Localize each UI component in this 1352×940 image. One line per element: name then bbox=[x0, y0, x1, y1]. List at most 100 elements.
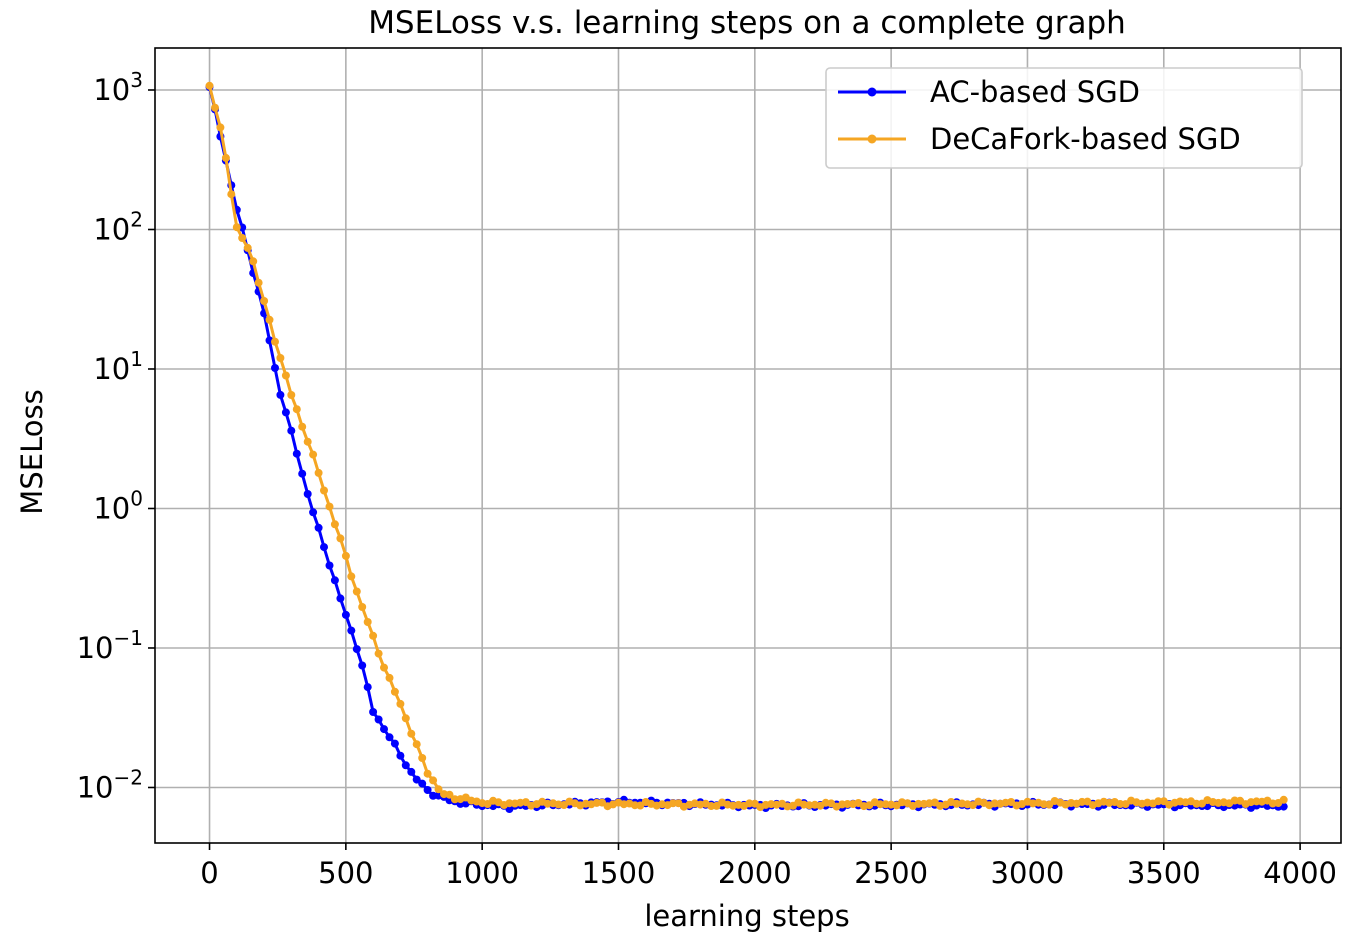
data-point bbox=[369, 708, 378, 716]
data-point bbox=[396, 699, 405, 708]
data-point bbox=[238, 234, 247, 242]
data-point bbox=[265, 315, 274, 324]
legend-swatch-marker bbox=[867, 134, 877, 144]
data-point bbox=[369, 631, 378, 640]
data-point bbox=[429, 776, 438, 785]
grid bbox=[155, 48, 1341, 843]
x-tick-label: 2000 bbox=[718, 856, 792, 890]
data-point bbox=[390, 687, 399, 696]
data-point bbox=[341, 551, 350, 560]
x-tick-label: 1500 bbox=[582, 856, 656, 890]
data-point bbox=[385, 673, 394, 682]
y-tick-label: 102 bbox=[93, 207, 143, 246]
data-point bbox=[336, 594, 345, 603]
data-point bbox=[320, 486, 328, 495]
data-point bbox=[396, 751, 405, 760]
x-tick-label: 1000 bbox=[445, 856, 519, 890]
data-point bbox=[232, 223, 241, 232]
data-point bbox=[347, 572, 356, 581]
data-point bbox=[205, 81, 214, 90]
series-decafork-based-sgd bbox=[205, 81, 1288, 812]
data-point bbox=[271, 337, 279, 346]
x-tick-label: 0 bbox=[200, 856, 218, 890]
data-point bbox=[330, 576, 339, 585]
data-point bbox=[314, 468, 323, 477]
data-point bbox=[314, 523, 323, 532]
series-line bbox=[208, 86, 1284, 811]
data-point bbox=[390, 739, 399, 748]
data-point bbox=[211, 103, 219, 112]
data-point bbox=[276, 390, 285, 399]
y-axis-label: MSELoss bbox=[15, 389, 49, 514]
data-point bbox=[216, 123, 225, 132]
data-point bbox=[320, 543, 328, 552]
y-tick-label: 103 bbox=[93, 68, 143, 107]
data-point bbox=[292, 449, 301, 458]
data-point bbox=[347, 626, 356, 635]
data-point bbox=[423, 786, 432, 794]
y-tick-label: 101 bbox=[93, 347, 143, 386]
data-point bbox=[341, 610, 350, 619]
data-point bbox=[271, 364, 279, 372]
data-point bbox=[358, 603, 367, 611]
data-point bbox=[914, 799, 923, 808]
data-point bbox=[281, 371, 290, 380]
data-point bbox=[249, 257, 258, 266]
y-tick-label: 10−1 bbox=[77, 626, 143, 665]
data-point bbox=[407, 767, 416, 776]
legend-label: AC-based SGD bbox=[930, 75, 1140, 109]
legend-swatch-marker bbox=[867, 87, 877, 97]
x-tick-label: 3000 bbox=[991, 856, 1065, 890]
data-point bbox=[418, 779, 427, 788]
legend: AC-based SGD DeCaFork-based SGD bbox=[825, 67, 1303, 169]
data-point bbox=[254, 278, 263, 287]
data-point bbox=[298, 422, 307, 431]
data-point bbox=[276, 354, 285, 362]
data-point bbox=[243, 243, 252, 252]
data-point bbox=[292, 405, 301, 414]
data-point bbox=[325, 561, 334, 570]
plot-area bbox=[205, 81, 1288, 813]
data-point bbox=[336, 534, 345, 543]
data-point bbox=[287, 426, 296, 435]
data-point bbox=[363, 618, 372, 626]
data-point bbox=[260, 297, 269, 305]
legend-box bbox=[825, 67, 1303, 169]
data-point bbox=[380, 663, 388, 672]
data-point bbox=[352, 587, 361, 596]
x-tick-label: 3500 bbox=[1127, 856, 1201, 890]
data-point bbox=[303, 490, 312, 498]
data-point bbox=[445, 790, 454, 799]
x-axis-label: learning steps bbox=[644, 899, 849, 933]
data-point bbox=[352, 645, 361, 654]
data-point bbox=[401, 761, 410, 770]
data-point bbox=[434, 785, 443, 794]
data-point bbox=[303, 437, 312, 446]
data-point bbox=[281, 408, 290, 417]
data-point bbox=[287, 391, 296, 399]
data-point bbox=[407, 729, 416, 738]
data-point bbox=[221, 153, 230, 162]
data-point bbox=[325, 502, 334, 511]
y-tick-label: 100 bbox=[93, 486, 143, 525]
x-tick-label: 500 bbox=[318, 856, 373, 890]
x-tick-label: 4000 bbox=[1263, 856, 1337, 890]
data-point bbox=[669, 799, 677, 808]
series-ac-based-sgd bbox=[205, 83, 1288, 813]
data-point bbox=[330, 520, 339, 529]
data-point bbox=[423, 769, 432, 778]
data-point bbox=[380, 725, 388, 734]
data-point bbox=[374, 649, 383, 658]
data-point bbox=[418, 754, 427, 762]
data-point bbox=[1279, 795, 1288, 804]
data-point bbox=[412, 740, 421, 749]
y-tick-label: 10−2 bbox=[77, 765, 143, 804]
data-point bbox=[843, 800, 852, 808]
data-point bbox=[298, 469, 307, 478]
data-point bbox=[374, 715, 383, 724]
data-point bbox=[385, 733, 394, 742]
data-point bbox=[309, 508, 318, 517]
x-tick-label: 2500 bbox=[854, 856, 928, 890]
y-axis-ticks: 103 102 101 100 10−1 10−2 bbox=[77, 68, 155, 804]
